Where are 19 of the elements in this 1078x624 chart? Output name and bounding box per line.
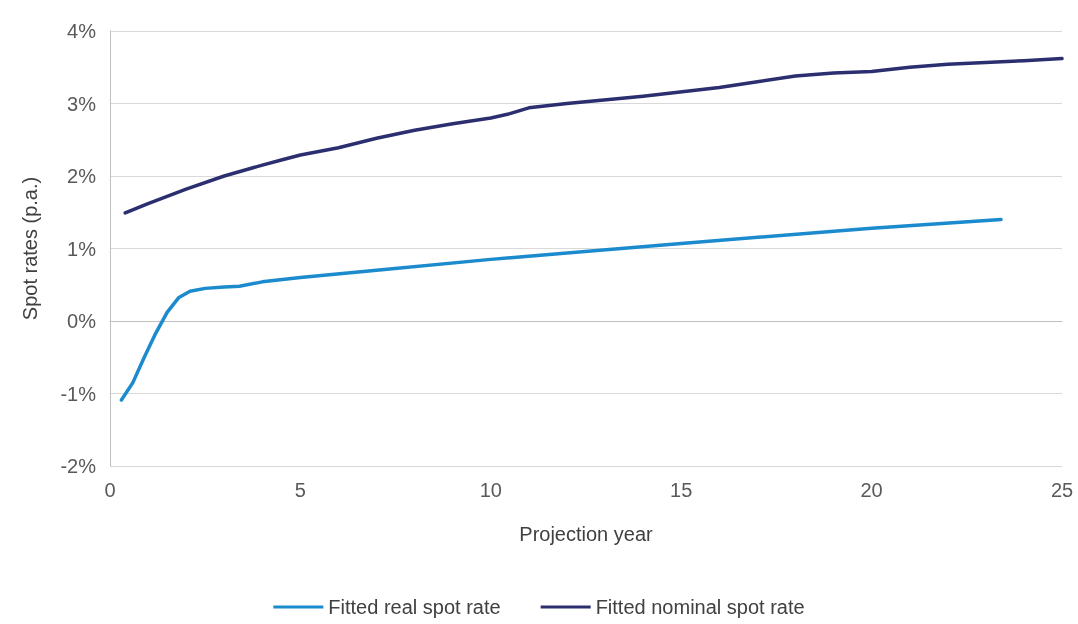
y-tick-label: -2% [60,455,97,477]
line-series [119,217,1003,402]
x-tick-label: 10 [479,479,502,501]
legend-label: Fitted real spot rate [328,596,501,618]
y-axis-title: Spot rates (p.a.) [19,176,41,321]
y-tick-label: 4% [67,20,97,42]
x-tick-label: 25 [1050,479,1074,501]
y-tick-label: 0% [67,310,97,332]
y-tick-label: 2% [67,165,97,187]
legend-label: Fitted nominal spot rate [595,596,805,618]
x-tick-label: 20 [860,479,883,501]
y-tick-label: 1% [67,237,97,260]
y-tick-label: 3% [67,92,97,115]
line-series [123,56,1064,215]
x-tick-label: 5 [294,479,306,501]
x-axis-title: Projection year [519,523,654,545]
x-tick-label: 0 [104,479,116,501]
y-tick-label: -1% [60,382,97,405]
x-tick-label: 15 [670,479,693,501]
